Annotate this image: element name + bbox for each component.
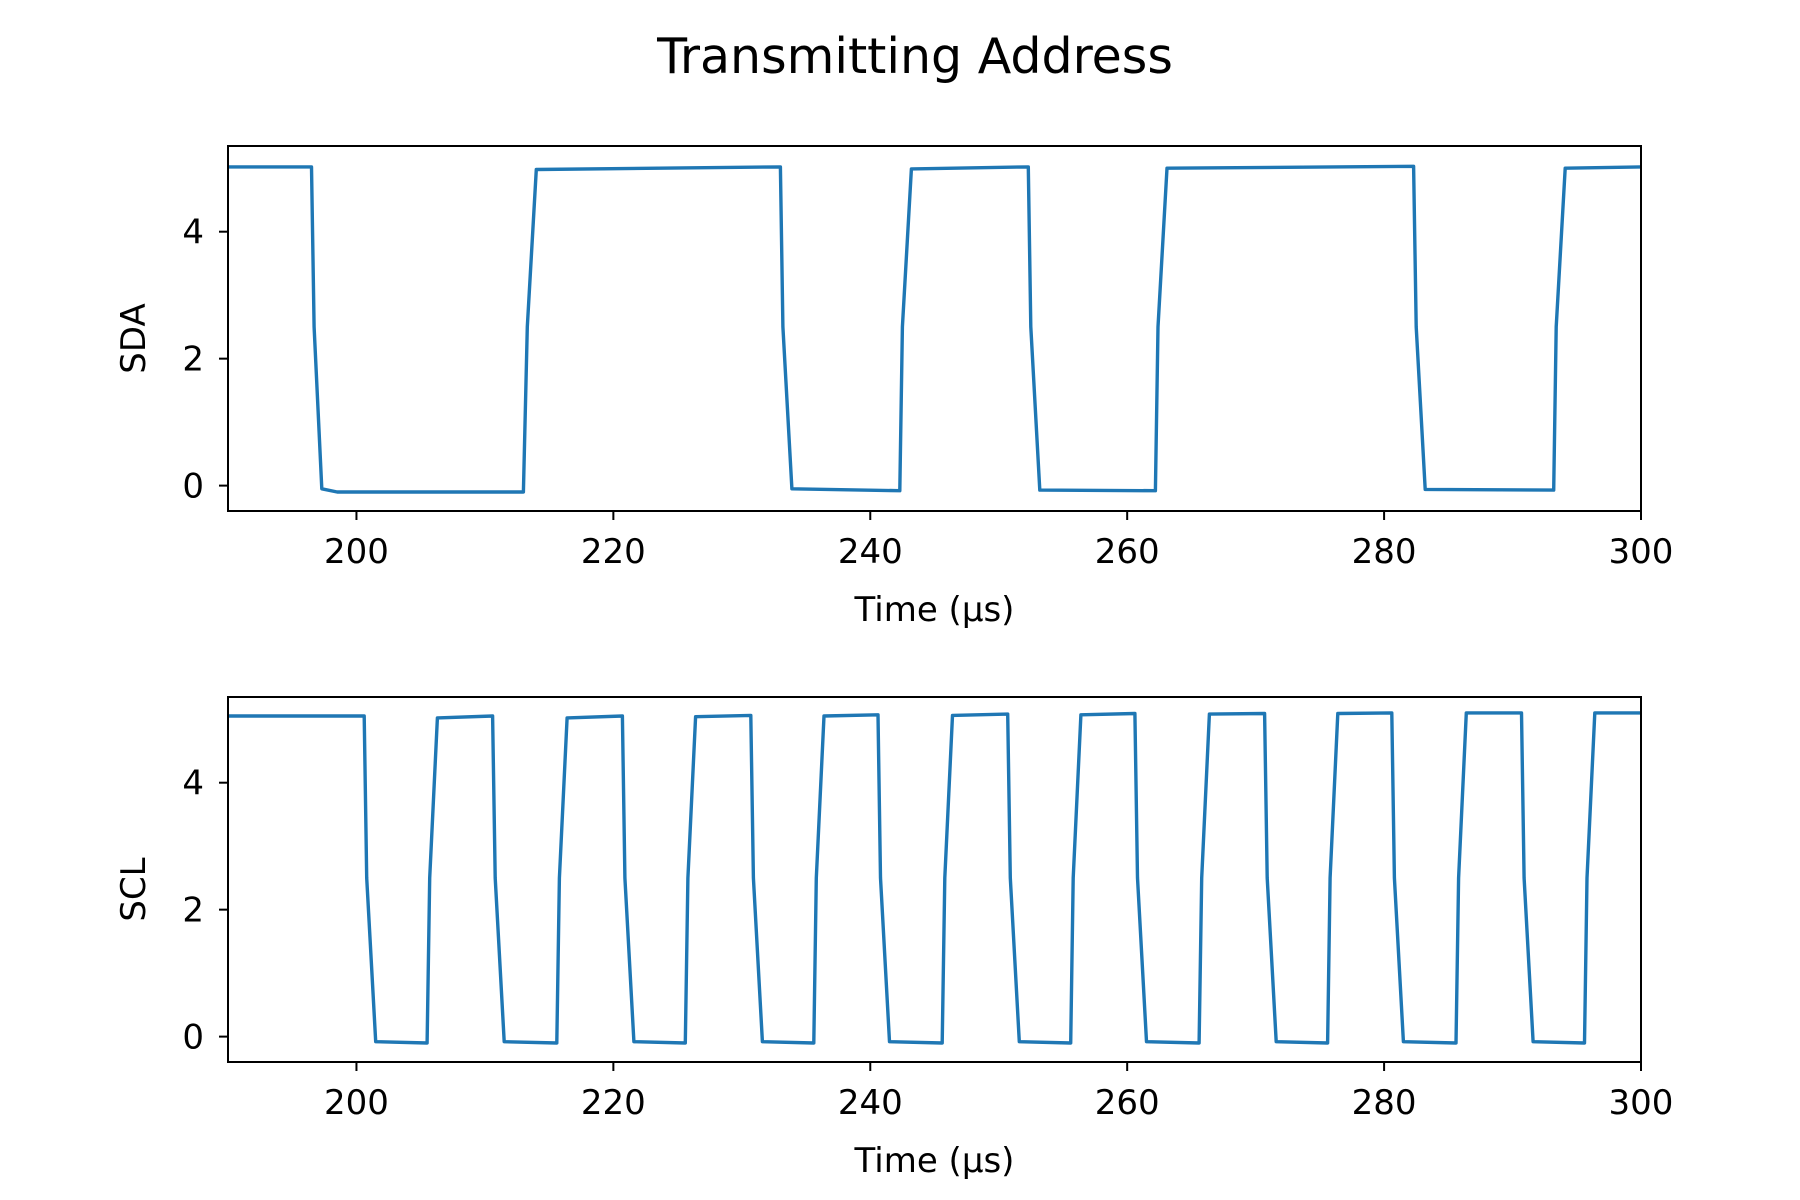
sda-x-tick-label: 240 xyxy=(838,532,903,572)
scl-x-tick-label: 240 xyxy=(838,1083,903,1123)
sda-axes-frame xyxy=(227,145,1642,512)
sda-signal-line xyxy=(228,164,1641,494)
scl-y-tick-label: 4 xyxy=(182,764,204,804)
scl-x-tick-label: 260 xyxy=(1095,1083,1160,1123)
sda-y-tick-label: 0 xyxy=(182,467,204,507)
sda-y-axis-label: SDA xyxy=(114,303,154,373)
scl-axes-frame xyxy=(227,696,1642,1063)
scl-panel: 200 220 240 260 280 300 0 2 4 Time (µs) SCL xyxy=(114,696,1674,1181)
scl-y-tick-label: 2 xyxy=(182,891,204,931)
scl-y-axis-label: SCL xyxy=(114,857,154,921)
sda-x-axis-label: Time (µs) xyxy=(854,590,1015,630)
sda-y-tick-label: 2 xyxy=(182,340,204,380)
sda-x-tick-label: 280 xyxy=(1352,532,1417,572)
scl-y-tick-label: 0 xyxy=(182,1018,204,1058)
sda-x-tick-label: 300 xyxy=(1609,532,1674,572)
chart-title: Transmitting Address xyxy=(656,28,1173,85)
sda-y-tick-label: 4 xyxy=(182,213,204,253)
scl-x-tick-label: 200 xyxy=(324,1083,389,1123)
scl-x-tick-label: 220 xyxy=(581,1083,646,1123)
sda-x-tick-label: 200 xyxy=(324,532,389,572)
scl-signal-line xyxy=(228,711,1641,1045)
sda-x-tick-label: 220 xyxy=(581,532,646,572)
scl-x-tick-label: 300 xyxy=(1609,1083,1674,1123)
sda-x-tick-label: 260 xyxy=(1095,532,1160,572)
scl-x-axis-label: Time (µs) xyxy=(854,1141,1015,1181)
sda-panel: 200 220 240 260 280 300 0 2 4 Time (µs) SDA xyxy=(114,145,1674,630)
scl-x-tick-label: 280 xyxy=(1352,1083,1417,1123)
